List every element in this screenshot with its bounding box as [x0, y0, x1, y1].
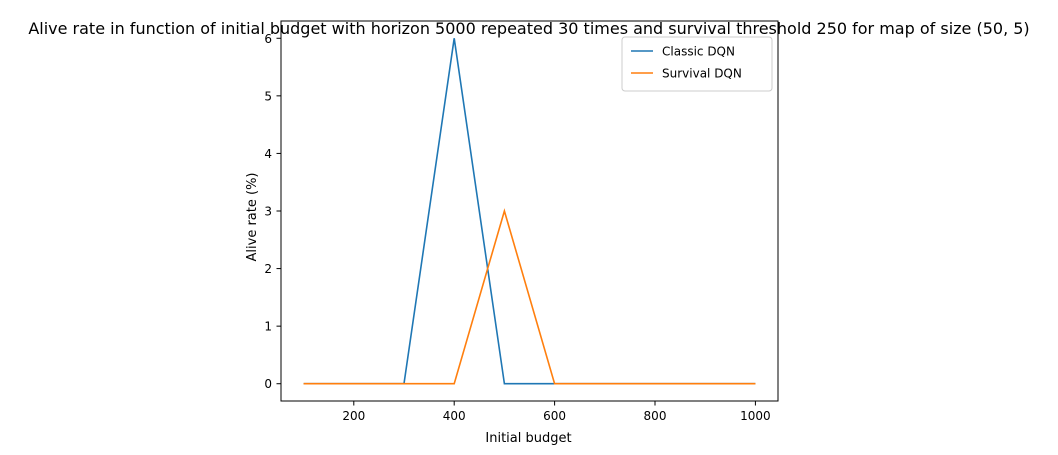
- y-tick-label: 4: [264, 147, 272, 161]
- chart-title: Alive rate in function of initial budget…: [28, 19, 1029, 38]
- y-axis-label: Alive rate (%): [245, 173, 260, 262]
- x-tick-label: 400: [443, 409, 466, 423]
- x-tick-label: 1000: [740, 409, 771, 423]
- legend-label: Classic DQN: [662, 45, 735, 59]
- x-tick-label: 200: [342, 409, 365, 423]
- legend-box: [621, 36, 773, 92]
- y-tick-label: 2: [264, 262, 272, 276]
- y-tick-label: 5: [264, 89, 272, 103]
- y-tick-label: 1: [264, 320, 272, 334]
- series-line-survival-dqn: [303, 208, 756, 385]
- x-tick-label: 800: [644, 409, 667, 423]
- legend: Classic DQN Survival DQN: [621, 36, 773, 92]
- legend-label: Survival DQN: [662, 67, 742, 81]
- y-tick-label: 6: [264, 32, 272, 46]
- y-tick-label: 3: [264, 205, 272, 219]
- y-tick-label: 0: [264, 377, 272, 391]
- x-tick-label: 600: [543, 409, 566, 423]
- x-axis-label: Initial budget: [485, 431, 571, 446]
- plot-area: 200 400 600 800 1000 0 1 2 3 4 5 6: [264, 20, 779, 423]
